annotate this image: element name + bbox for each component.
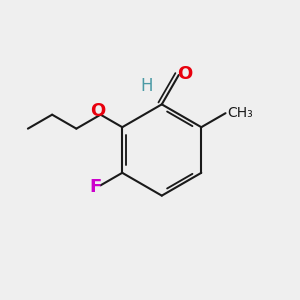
- Text: O: O: [91, 102, 106, 120]
- Text: O: O: [178, 64, 193, 82]
- Text: CH₃: CH₃: [227, 106, 253, 120]
- Text: H: H: [140, 77, 153, 95]
- Text: F: F: [90, 178, 102, 196]
